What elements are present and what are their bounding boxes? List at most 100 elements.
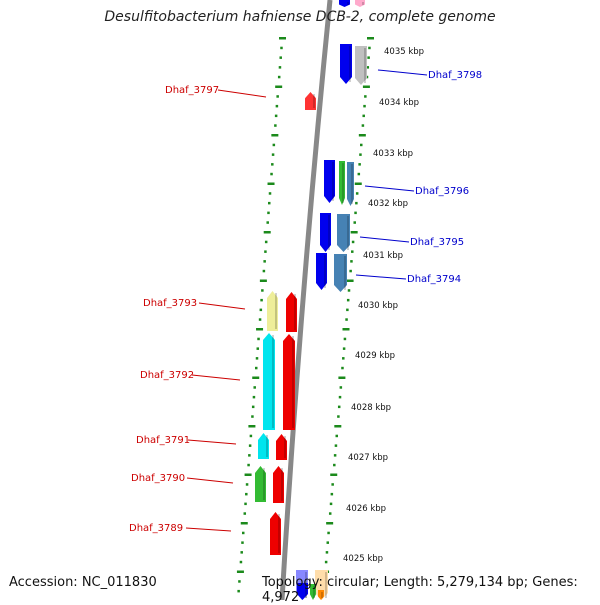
gene-dhaf-3794-blue-shade <box>324 255 326 288</box>
ruler-right-tick <box>334 425 342 428</box>
gene-bottom-blue <box>297 583 308 600</box>
gene-dhaf-3797-shade <box>313 94 315 108</box>
ruler-right-tick <box>346 308 349 312</box>
backbone-line <box>279 0 333 601</box>
ruler-left-tick <box>277 75 281 79</box>
kbp-label-4034: 4034 kbp <box>379 98 419 108</box>
ruler-left-tick <box>267 182 275 185</box>
gene-label-dhaf-3794[interactable]: Dhaf_3794 <box>407 274 461 285</box>
ruler-left-tick <box>263 231 271 234</box>
gene-dhaf-3798-grey-shade <box>364 48 366 83</box>
ruler-right-tick <box>358 134 366 137</box>
ruler-left-tick <box>243 512 247 515</box>
gene-dhaf-3795-steel-shade <box>347 216 349 250</box>
ruler-right-tick <box>335 434 339 438</box>
ruler-right-tick <box>330 473 338 476</box>
ruler-right-tick <box>343 337 347 341</box>
gene-bottom-peach-shade <box>325 572 327 598</box>
ruler-right-tick <box>363 104 366 108</box>
ruler-right-tick <box>366 66 370 69</box>
ruler-right-tick <box>354 211 357 215</box>
gene-dhaf-3792-cyan-shade <box>272 335 274 428</box>
gene-top-blue <box>339 0 350 7</box>
ruler-left-tick <box>259 279 267 282</box>
ruler-right-tick <box>342 328 350 331</box>
ruler-right-tick <box>342 347 346 350</box>
gene-label-dhaf-3795[interactable]: Dhaf_3795 <box>410 237 464 248</box>
ruler-right-tick <box>350 231 358 234</box>
gene-label-dhaf-3793[interactable]: Dhaf_3793 <box>143 298 197 309</box>
gene-label-dhaf-3797[interactable]: Dhaf_3797 <box>165 85 219 96</box>
gene-label-dhaf-3798[interactable]: Dhaf_3798 <box>428 70 482 81</box>
ruler-left-tick <box>262 269 266 273</box>
gene-label-dhaf-3792[interactable]: Dhaf_3792 <box>140 370 194 381</box>
ruler-left-tick <box>280 46 283 50</box>
ruler-left-tick <box>253 386 256 389</box>
leader-right-1 <box>364 185 415 192</box>
labels: 4035 kbp 4034 kbp 4033 kbp 4032 kbp 4031… <box>129 47 482 564</box>
gene-dhaf-3791-cyan-shade <box>266 435 268 457</box>
gene-label-dhaf-3796[interactable]: Dhaf_3796 <box>415 186 469 197</box>
ruler-left-tick <box>271 163 274 166</box>
gene-dhaf-3793-red <box>286 292 297 332</box>
ruler-left-tick <box>279 56 282 59</box>
gene-dhaf-3795-blue-shade <box>328 215 330 250</box>
kbp-label-4030: 4030 kbp <box>358 301 398 311</box>
ruler-right-tick <box>361 124 365 127</box>
gene-label-dhaf-3790[interactable]: Dhaf_3790 <box>131 473 185 484</box>
ruler-right-tick <box>337 405 341 409</box>
ruler-left-tick <box>257 337 260 341</box>
genome-title: Desulfitobacterium hafniense DCB-2, comp… <box>104 9 496 25</box>
ruler-left-tick <box>251 415 254 418</box>
ruler-left-tick <box>245 492 248 496</box>
ruler-left-tick <box>256 347 260 350</box>
ruler-right-tick <box>353 221 356 224</box>
leader-right-0 <box>377 69 428 76</box>
ruler-left-tick <box>245 483 249 486</box>
ruler-right-tick <box>338 395 342 399</box>
ruler-left-tick <box>267 201 271 205</box>
kbp-label-4026: 4026 kbp <box>346 504 386 514</box>
ruler-right-tick <box>346 279 354 282</box>
ruler-right-tick <box>324 560 328 564</box>
ruler-right-tick <box>326 522 334 525</box>
ruler-left-tick <box>244 502 247 506</box>
leader-left-5 <box>185 527 232 532</box>
ruler-right-tick <box>367 37 374 40</box>
ruler-left-tick <box>260 298 263 302</box>
gene-label-dhaf-3789[interactable]: Dhaf_3789 <box>129 523 183 534</box>
ruler-right-tick <box>347 289 351 292</box>
ruler-right-tick <box>349 269 352 273</box>
gene-dhaf-3798-blue-shade <box>349 46 351 82</box>
gene-dhaf-3789-shade <box>278 514 280 553</box>
leader-right-2 <box>359 236 410 243</box>
kbp-label-4035: 4035 kbp <box>384 47 424 57</box>
gene-dhaf-3791-cyan <box>258 433 269 459</box>
ruler-left-tick <box>237 589 240 593</box>
ruler-right-tick <box>359 153 362 156</box>
ruler-right-tick <box>333 454 337 457</box>
kbp-label-4025: 4025 kbp <box>343 554 383 564</box>
gene-dhaf-3796-green <box>339 161 345 205</box>
gene-dhaf-3793-yellow-shade <box>275 293 277 329</box>
gene-label-dhaf-3791[interactable]: Dhaf_3791 <box>136 435 190 446</box>
ruler-right-tick <box>331 483 334 486</box>
ruler-left-tick <box>266 221 269 224</box>
ruler-left-tick <box>247 463 250 467</box>
kbp-label-4028: 4028 kbp <box>351 403 391 413</box>
ruler-left-tick <box>272 143 276 147</box>
ruler-right-tick <box>351 250 354 253</box>
ruler-left-tick <box>240 551 243 554</box>
ruler-right-tick <box>333 463 336 467</box>
ruler-left-tick <box>278 66 282 69</box>
ruler-right-tick <box>327 531 330 535</box>
gene-track <box>255 0 367 600</box>
gene-dhaf-3790-green-shade <box>263 468 265 500</box>
gene-dhaf-3790-red <box>273 466 284 503</box>
ruler-left-tick <box>241 531 245 535</box>
gene-dhaf-3792-cyan <box>263 333 275 430</box>
kbp-label-4032: 4032 kbp <box>368 199 408 209</box>
ruler-right-tick <box>364 95 367 98</box>
ruler-left <box>236 37 286 593</box>
